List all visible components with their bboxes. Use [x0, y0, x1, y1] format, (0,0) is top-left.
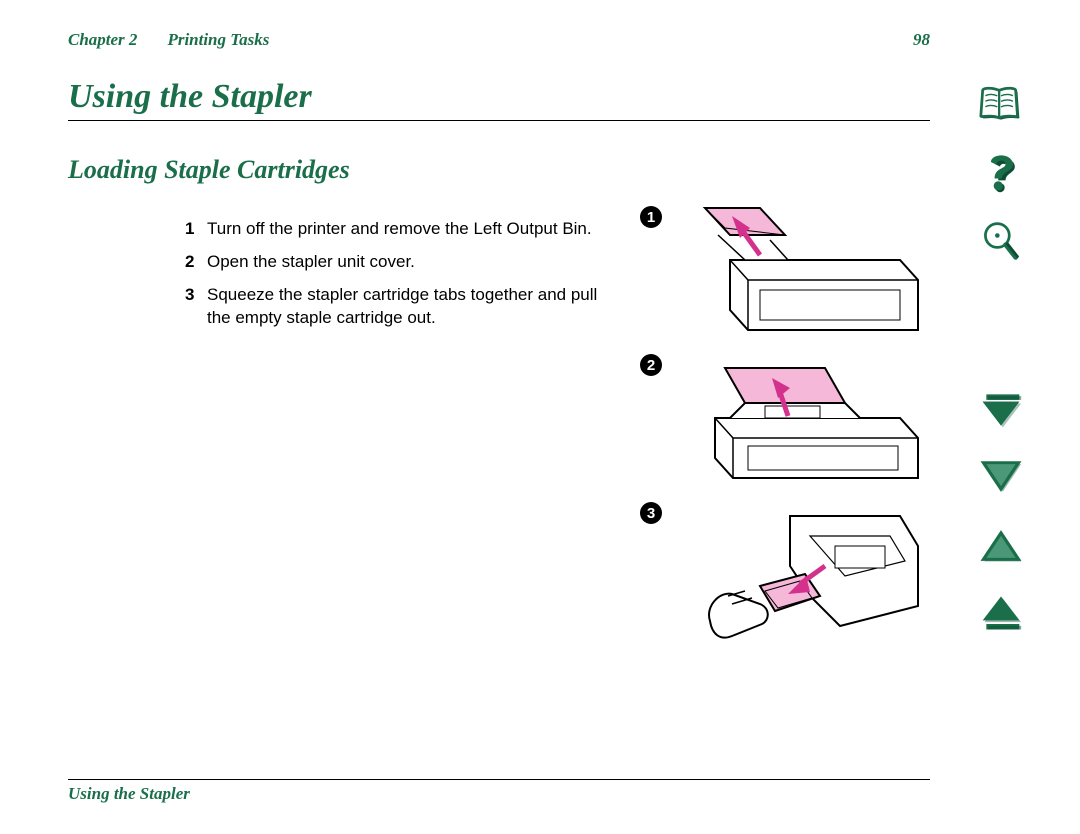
step-number: 3 — [185, 284, 207, 330]
help-button[interactable] — [976, 148, 1026, 198]
step-text: Open the stapler unit cover. — [207, 251, 615, 274]
page-number: 98 — [913, 30, 930, 50]
step-number: 2 — [185, 251, 207, 274]
figures-column: 1 2 — [640, 200, 932, 654]
figure-badge: 1 — [640, 206, 662, 228]
magnifier-icon — [979, 219, 1023, 263]
question-icon — [979, 151, 1023, 195]
figure-1: 1 — [640, 200, 932, 340]
contents-button[interactable] — [976, 80, 1026, 130]
figure-illustration — [670, 200, 920, 340]
prev-page-button[interactable] — [976, 452, 1026, 502]
first-page-icon — [979, 387, 1023, 431]
next-page-button[interactable] — [976, 520, 1026, 570]
steps-list: 1 Turn off the printer and remove the Le… — [185, 218, 615, 340]
prev-page-icon — [979, 455, 1023, 499]
main-heading: Using the Stapler — [68, 78, 930, 121]
page-footer: Using the Stapler — [68, 784, 190, 804]
next-page-icon — [979, 523, 1023, 567]
step-item: 2 Open the stapler unit cover. — [185, 251, 615, 274]
figure-badge: 2 — [640, 354, 662, 376]
footer-separator — [68, 779, 930, 780]
book-icon — [979, 83, 1023, 127]
figure-illustration — [670, 496, 920, 646]
page-header: Chapter 2 Printing Tasks 98 — [68, 30, 930, 50]
chapter-number: Chapter 2 — [68, 30, 137, 50]
figure-2: 2 — [640, 348, 932, 488]
step-text: Squeeze the stapler cartridge tabs toget… — [207, 284, 615, 330]
last-page-button[interactable] — [976, 588, 1026, 638]
search-button[interactable] — [976, 216, 1026, 266]
step-text: Turn off the printer and remove the Left… — [207, 218, 615, 241]
nav-sidebar — [976, 80, 1030, 656]
figure-3: 3 — [640, 496, 932, 646]
first-page-button[interactable] — [976, 384, 1026, 434]
chapter-title: Printing Tasks — [167, 30, 269, 50]
last-page-icon — [979, 591, 1023, 635]
step-item: 3 Squeeze the stapler cartridge tabs tog… — [185, 284, 615, 330]
step-item: 1 Turn off the printer and remove the Le… — [185, 218, 615, 241]
figure-badge: 3 — [640, 502, 662, 524]
sub-heading: Loading Staple Cartridges — [68, 155, 350, 185]
header-left: Chapter 2 Printing Tasks — [68, 30, 269, 50]
figure-illustration — [670, 348, 920, 488]
step-number: 1 — [185, 218, 207, 241]
